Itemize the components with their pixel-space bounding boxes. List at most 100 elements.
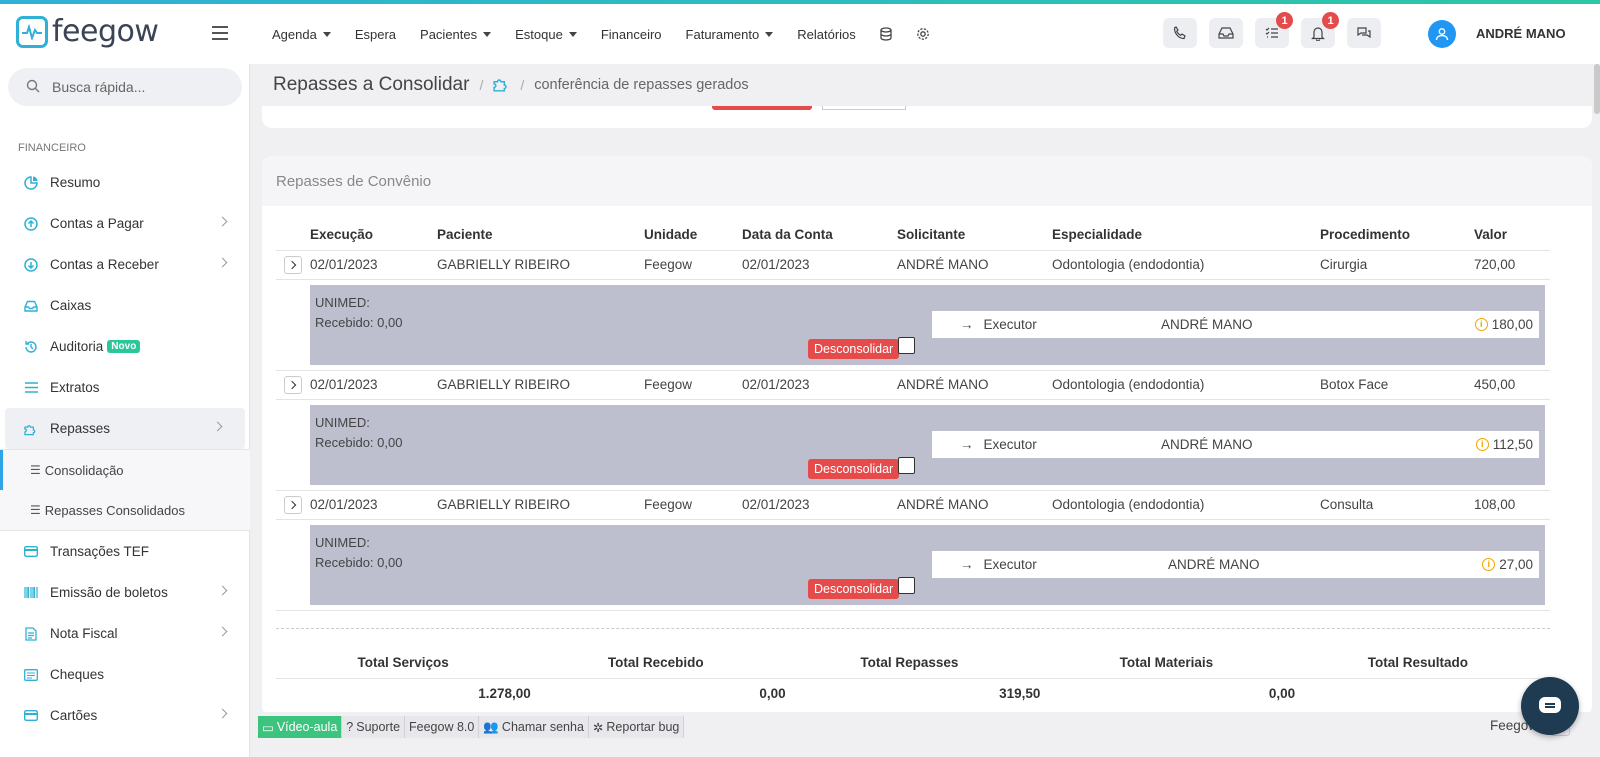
- sidebar-item-nota-fiscal[interactable]: Nota Fiscal: [0, 613, 250, 654]
- cell-especialidade: Odontologia (endodontia): [1052, 490, 1320, 520]
- expand-cell: [276, 490, 310, 520]
- repasses-table: Execução Paciente Unidade Data da Conta …: [276, 220, 1550, 611]
- nav-label: Financeiro: [600, 26, 662, 42]
- nav-espera[interactable]: Espera: [355, 27, 396, 42]
- desconsolidar-button[interactable]: Desconsolidar: [808, 578, 900, 599]
- info-warning-icon[interactable]: i: [1474, 317, 1488, 331]
- database-icon[interactable]: [880, 27, 892, 41]
- sidebar-item-resumo[interactable]: Resumo: [0, 162, 250, 203]
- sidebar-item-cartoes[interactable]: Cartões: [0, 695, 250, 736]
- sidebar-item-cheques[interactable]: Cheques: [0, 654, 250, 695]
- column-header: Especialidade: [1052, 220, 1320, 251]
- executor-value: i 112,50: [1475, 436, 1533, 452]
- suporte-button[interactable]: ? Suporte: [342, 716, 406, 738]
- phone-icon[interactable]: [1163, 18, 1197, 48]
- search-input[interactable]: [52, 79, 222, 95]
- cell-solicitante: ANDRÉ MANO: [897, 490, 1052, 520]
- chamar-senha-button[interactable]: 👥 Chamar senha: [479, 716, 589, 738]
- cell-solicitante: ANDRÉ MANO: [897, 250, 1052, 280]
- sidebar-item-label: Contas a Receber: [50, 257, 159, 272]
- nav-label: Espera: [354, 26, 397, 42]
- info-warning-icon[interactable]: i: [1482, 557, 1496, 571]
- pie-chart-icon: [24, 175, 38, 190]
- insurance-info: UNIMED: Recebido: 0,00: [315, 533, 402, 573]
- select-checkbox[interactable]: [898, 576, 915, 594]
- nav-estoque[interactable]: Estoque: [515, 27, 577, 42]
- expand-chevron-icon[interactable]: [284, 375, 302, 394]
- nav-relatorios[interactable]: Relatórios: [797, 27, 856, 42]
- nav-label: Relatórios: [797, 26, 856, 42]
- card-icon: [24, 545, 38, 559]
- page-scrollbar[interactable]: [1594, 64, 1600, 114]
- sidebar-item-contas-a-receber[interactable]: Contas a Receber: [0, 244, 250, 285]
- nav-pacientes[interactable]: Pacientes: [420, 27, 492, 42]
- check-icon: [24, 668, 38, 682]
- sidebar-item-transacoes-tef[interactable]: Transações TEF: [0, 531, 250, 572]
- executor-line: → Executor ANDRÉ MANO i 180,00: [932, 310, 1539, 338]
- sidebar-item-caixas[interactable]: Caixas: [0, 285, 250, 326]
- select-checkbox[interactable]: [898, 336, 915, 354]
- nav-financeiro[interactable]: Financeiro: [601, 27, 662, 42]
- nav-faturamento[interactable]: Faturamento: [686, 27, 774, 42]
- cell-procedimento: Consulta: [1320, 490, 1474, 520]
- cell-unidade: Feegow: [644, 370, 742, 400]
- desconsolidar-button[interactable]: Desconsolidar: [808, 338, 900, 359]
- detail-cell: UNIMED: Recebido: 0,00 Desconsolidar → E…: [276, 519, 1550, 611]
- bell-icon[interactable]: 1: [1301, 12, 1339, 48]
- sidebar-menu: Resumo Contas a Pagar Contas a Receber C…: [0, 162, 250, 736]
- version-label: Feegow 8.0: [405, 716, 480, 738]
- clear-button-edge[interactable]: [822, 106, 906, 110]
- puzzle-icon[interactable]: [493, 76, 510, 95]
- info-warning-icon[interactable]: i: [1475, 437, 1489, 451]
- cell-paciente: GABRIELLY RIBEIRO: [437, 250, 644, 280]
- chat-icon[interactable]: [1347, 18, 1381, 48]
- insurance-name: UNIMED:: [315, 534, 370, 550]
- reportar-bug-button[interactable]: ✲ Reportar bug: [588, 716, 685, 738]
- select-checkbox[interactable]: [898, 456, 915, 474]
- inbox-icon[interactable]: [1209, 18, 1243, 48]
- arrow-right-icon: →: [960, 436, 974, 452]
- repasses-panel: Repasses de Convênio Execução Paciente U…: [262, 156, 1592, 716]
- executor-value-text: 112,50: [1492, 436, 1533, 452]
- chevron-right-icon: [217, 708, 228, 719]
- arrow-right-icon: →: [960, 556, 974, 572]
- menu-toggle-icon[interactable]: [212, 26, 228, 40]
- sidebar-subitem-label: Repasses Consolidados: [44, 502, 185, 518]
- quick-search: [8, 68, 242, 106]
- sidebar-item-extratos[interactable]: Extratos: [0, 367, 250, 408]
- video-aula-button[interactable]: ▭ Vídeo-aula: [258, 716, 343, 738]
- sidebar-item-repasses[interactable]: Repasses: [5, 408, 245, 449]
- chat-widget-button[interactable]: [1521, 677, 1579, 735]
- feegow-logo[interactable]: feegow: [16, 14, 159, 49]
- column-header: Valor: [1474, 220, 1550, 251]
- expand-chevron-icon[interactable]: [284, 495, 302, 514]
- sidebar-item-emissao-boletos[interactable]: Emissão de boletos: [0, 572, 250, 613]
- cell-execucao: 02/01/2023: [310, 370, 437, 400]
- cell-valor: 450,00: [1474, 370, 1550, 400]
- sidebar-item-auditoria[interactable]: Auditoria Novo: [0, 326, 250, 367]
- gear-icon[interactable]: [916, 27, 930, 41]
- expand-chevron-icon[interactable]: [284, 255, 302, 274]
- sidebar-subitem-repasses-consolidados[interactable]: ☰ Repasses Consolidados: [0, 490, 250, 530]
- nav-agenda[interactable]: Agenda: [272, 27, 331, 42]
- detail-box: UNIMED: Recebido: 0,00 Desconsolidar → E…: [310, 524, 1545, 605]
- cell-execucao: 02/01/2023: [310, 490, 437, 520]
- notifications-badge: 1: [1322, 12, 1339, 29]
- desconsolidar-button[interactable]: Desconsolidar: [808, 458, 900, 479]
- total-repasses: 319,50: [999, 685, 1041, 701]
- cell-unidade: Feegow: [644, 490, 742, 520]
- nav-label: Agenda: [272, 26, 317, 42]
- filter-button-edge[interactable]: [712, 106, 812, 110]
- insurance-info: UNIMED: Recebido: 0,00: [315, 413, 402, 453]
- tasks-icon[interactable]: 1: [1255, 12, 1293, 48]
- sidebar-item-contas-a-pagar[interactable]: Contas a Pagar: [0, 203, 250, 244]
- sidebar-subitem-consolidacao[interactable]: ☰ Consolidação: [0, 450, 250, 490]
- expand-cell: [276, 250, 310, 280]
- user-name[interactable]: ANDRÉ MANO: [1476, 26, 1566, 41]
- caret-down-icon: [765, 31, 774, 37]
- inbox-icon: [24, 299, 38, 313]
- footer-label: Reportar bug: [606, 720, 680, 734]
- total-resultado: [1295, 678, 1550, 708]
- user-avatar[interactable]: [1428, 20, 1456, 48]
- sidebar-item-label: Resumo: [50, 175, 101, 190]
